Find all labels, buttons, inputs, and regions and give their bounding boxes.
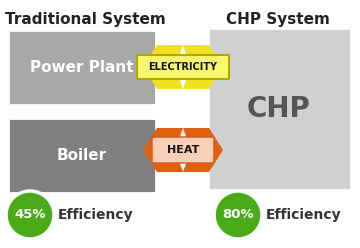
FancyBboxPatch shape — [8, 30, 156, 105]
Text: Efficiency: Efficiency — [266, 208, 342, 222]
Circle shape — [214, 191, 262, 239]
Text: Traditional System: Traditional System — [5, 12, 165, 27]
Text: 45%: 45% — [14, 209, 46, 221]
FancyBboxPatch shape — [152, 137, 214, 163]
Circle shape — [6, 191, 54, 239]
Polygon shape — [183, 45, 223, 89]
FancyBboxPatch shape — [137, 55, 229, 79]
Text: Efficiency: Efficiency — [58, 208, 134, 222]
FancyBboxPatch shape — [208, 28, 351, 190]
Text: 80%: 80% — [222, 209, 254, 221]
Polygon shape — [143, 128, 183, 172]
Polygon shape — [183, 128, 223, 172]
Polygon shape — [143, 45, 183, 89]
Text: CHP System: CHP System — [226, 12, 330, 27]
Text: HEAT: HEAT — [167, 145, 199, 155]
Text: Power Plant: Power Plant — [30, 60, 134, 74]
Text: CHP: CHP — [247, 95, 311, 123]
Text: ELECTRICITY: ELECTRICITY — [149, 62, 217, 72]
FancyBboxPatch shape — [8, 118, 156, 193]
Text: Boiler: Boiler — [57, 148, 107, 162]
